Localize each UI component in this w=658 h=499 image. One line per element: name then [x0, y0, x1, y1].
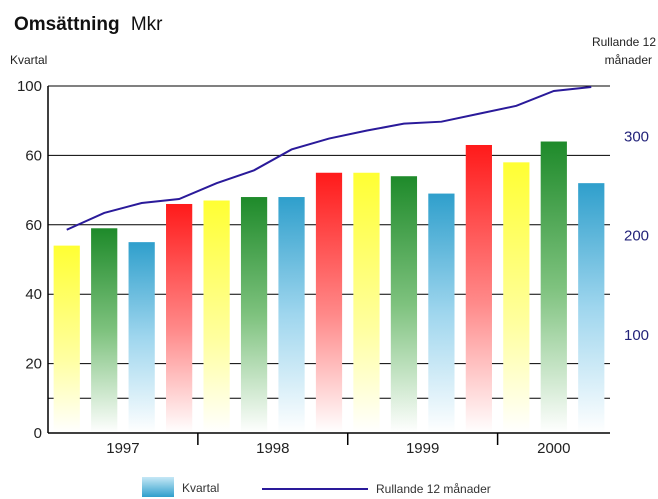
y-tick-label: 60 — [25, 147, 42, 164]
bar — [428, 193, 455, 433]
y-axis-right-label-line1: Rullande 12 — [592, 35, 656, 49]
bar — [503, 162, 530, 433]
chart-title: Omsättning Mkr — [14, 14, 163, 35]
x-year-label: 2000 — [537, 440, 570, 457]
y2-tick-label: 100 — [624, 327, 649, 344]
bar — [128, 242, 155, 433]
bar — [390, 176, 418, 433]
y-left-ticks: 0 20 40 60 60 100 — [17, 78, 42, 442]
axes-group — [47, 86, 610, 445]
rolling-line-group — [66, 85, 592, 231]
legend: Kvartal Rullande 12 månader — [142, 477, 491, 497]
legend-line-label: Rullande 12 månader — [376, 482, 491, 496]
y2-tick-label: 300 — [624, 129, 649, 146]
y-tick-label: 0 — [34, 425, 42, 442]
bar — [203, 200, 230, 433]
bar — [578, 183, 605, 433]
x-year-label: 1998 — [256, 440, 289, 457]
y-tick-label: 60 — [25, 217, 42, 234]
y-right-ticks: 100 200 300 — [624, 129, 649, 344]
bar — [53, 245, 80, 433]
bars-group — [53, 141, 605, 434]
bar — [91, 228, 118, 433]
legend-bar-label: Kvartal — [182, 481, 219, 495]
chart-title-unit: Mkr — [131, 14, 163, 35]
bar — [166, 203, 193, 433]
y-axis-left-label: Kvartal — [10, 53, 47, 67]
bar — [465, 144, 492, 434]
y-tick-label: 20 — [25, 356, 42, 373]
chart-title-main: Omsättning — [14, 14, 120, 35]
rolling-12-line — [66, 85, 592, 231]
y-axis-right-label-line2: månader — [605, 53, 652, 67]
y-tick-label: 100 — [17, 78, 42, 95]
y-tick-label: 40 — [25, 286, 42, 303]
legend-bar-swatch — [142, 477, 174, 497]
bar — [353, 172, 380, 433]
x-year-labels: 1997 1998 1999 2000 — [106, 440, 570, 457]
y2-tick-label: 200 — [624, 228, 649, 245]
bar — [315, 172, 343, 433]
x-year-label: 1999 — [406, 440, 439, 457]
bar — [278, 197, 305, 433]
bar — [540, 141, 567, 433]
bar — [240, 197, 268, 433]
x-year-label: 1997 — [106, 440, 139, 457]
